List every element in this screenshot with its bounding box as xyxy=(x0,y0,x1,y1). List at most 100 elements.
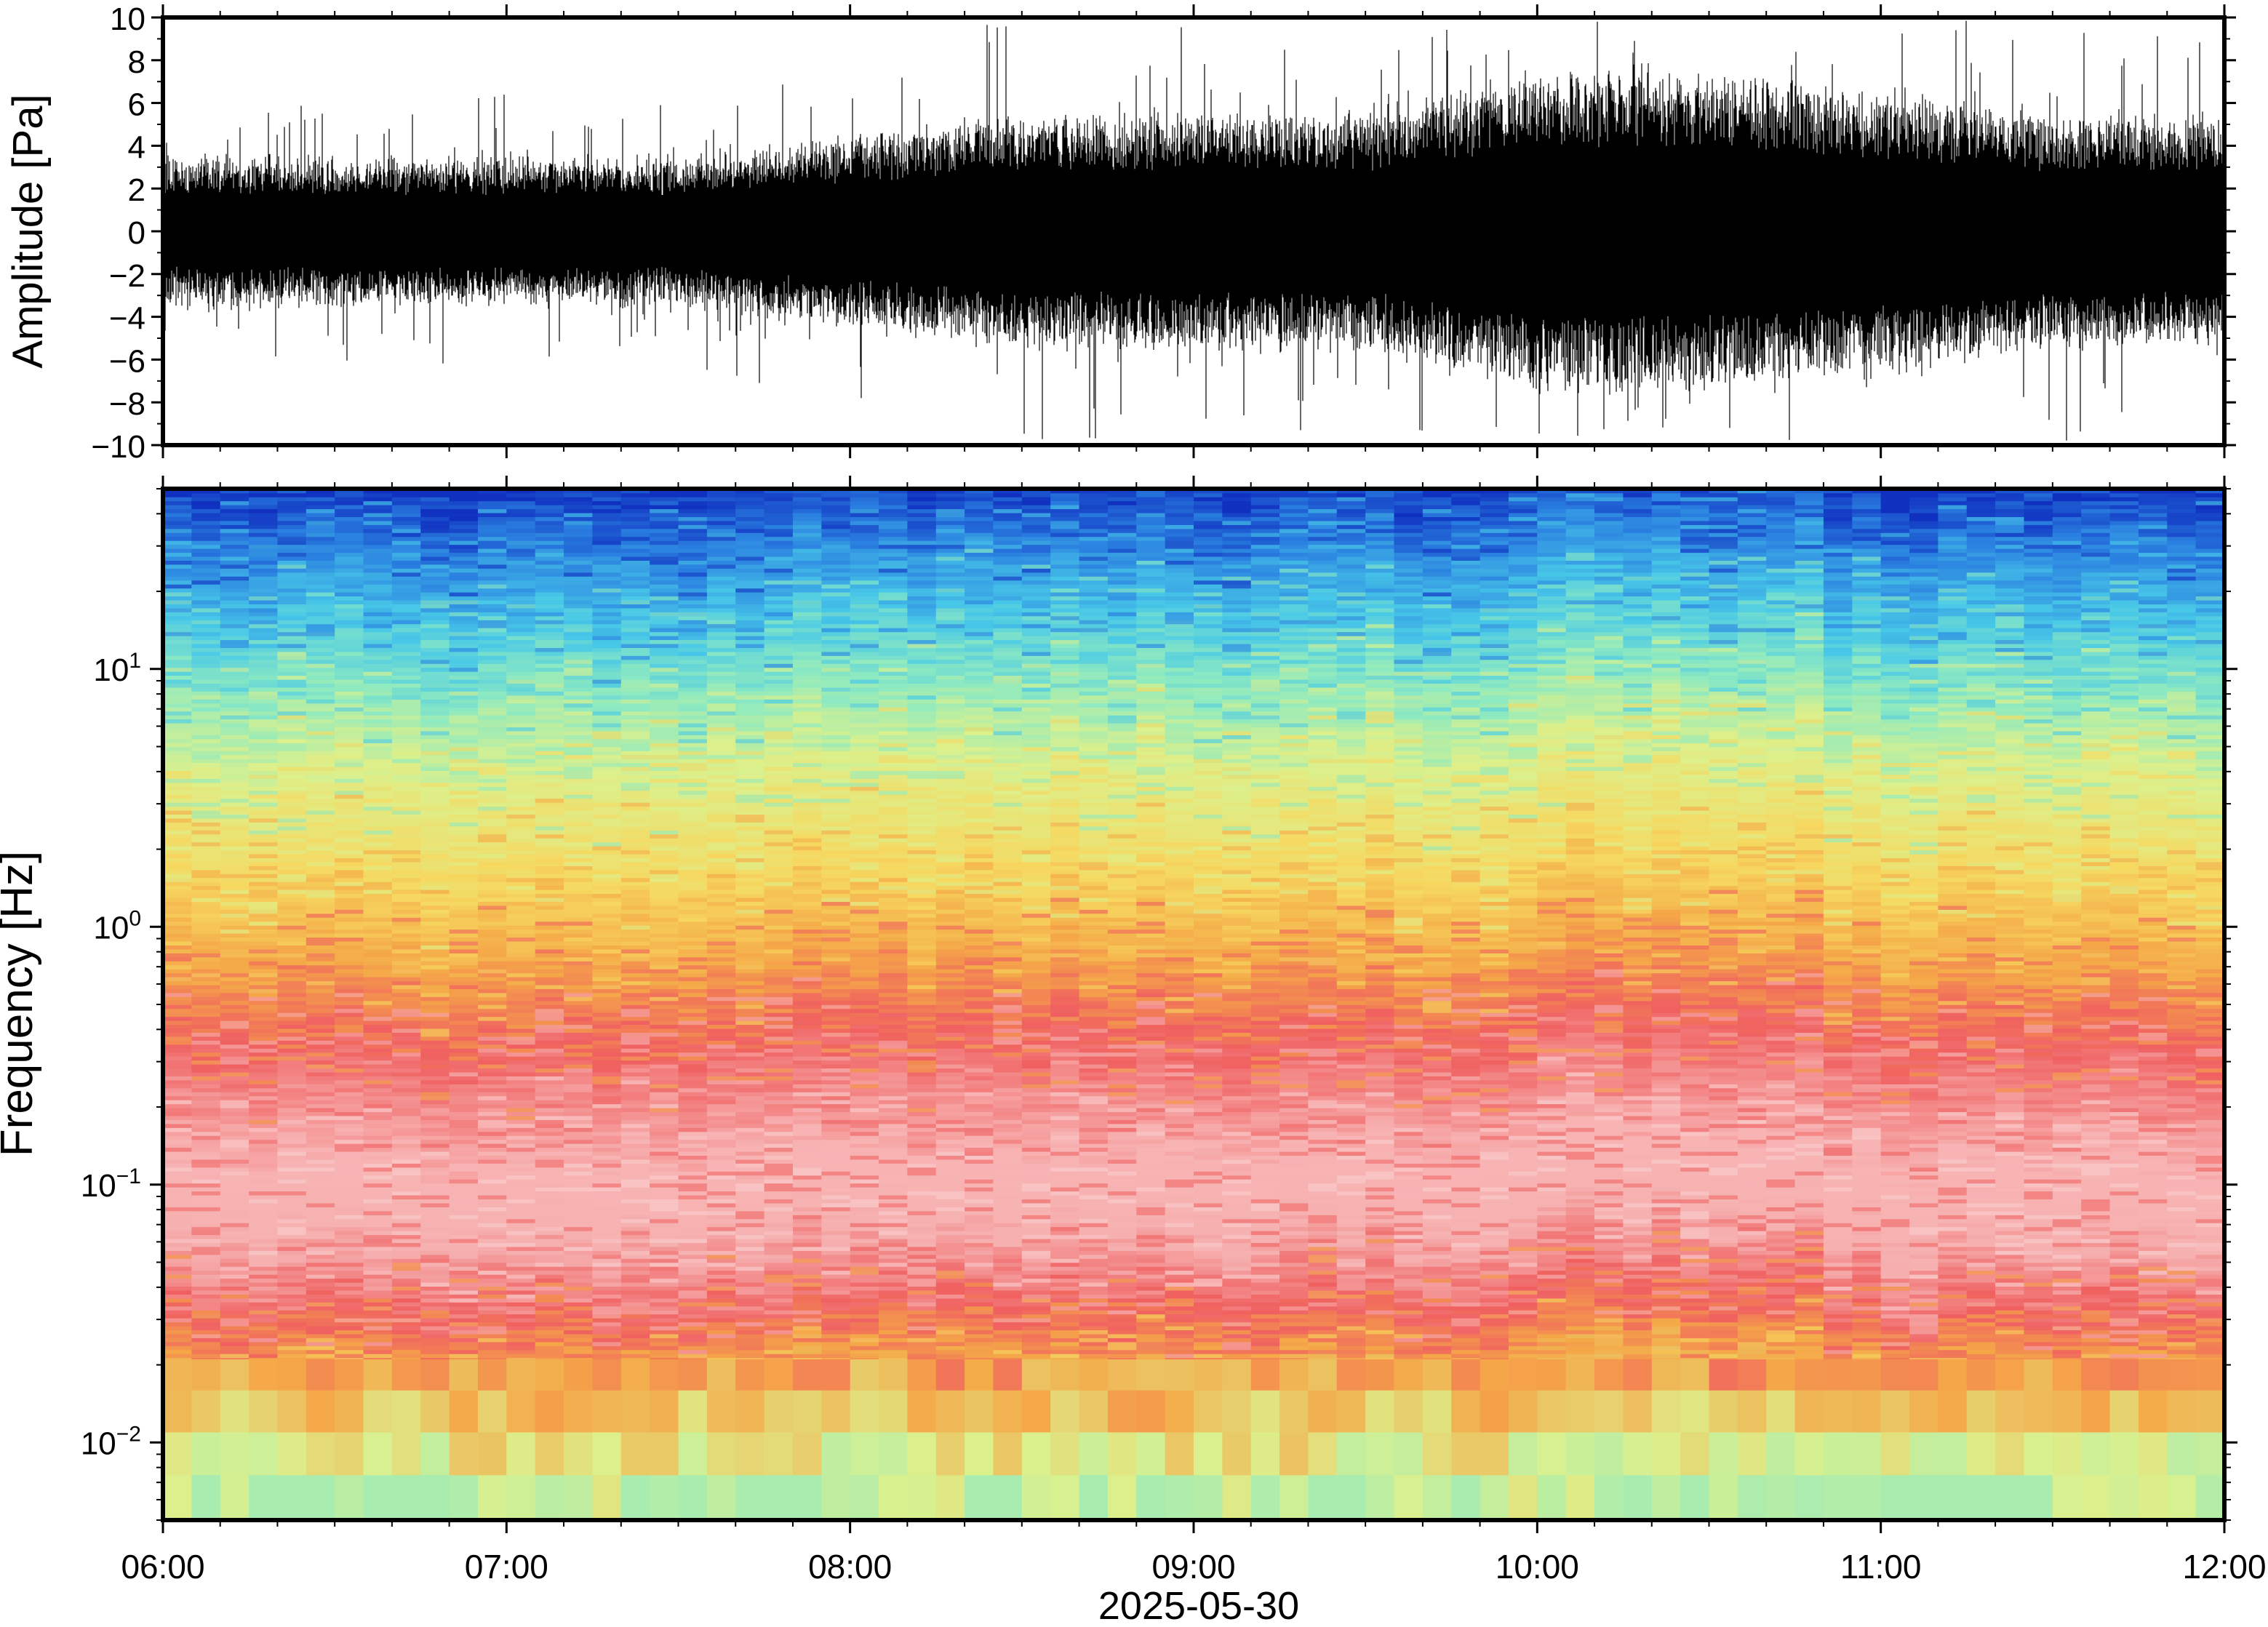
spectrogram-cell xyxy=(420,933,450,938)
spectrogram-cell xyxy=(392,536,421,540)
spectrogram-cell xyxy=(679,1258,708,1263)
spectrogram-cell xyxy=(650,521,679,525)
spectrogram-cell xyxy=(392,870,421,874)
spectrogram-cell xyxy=(535,909,564,914)
spectrogram-cell xyxy=(249,636,278,640)
spectrogram-cell xyxy=(364,957,393,962)
spectrogram-cell xyxy=(220,592,249,596)
spectrogram-cell xyxy=(592,532,621,537)
spectrogram-cell xyxy=(535,1048,564,1052)
spectrogram-cell xyxy=(650,505,679,509)
spectrogram-cell xyxy=(364,854,393,858)
spectrogram-cell xyxy=(592,874,621,878)
spectrogram-cell xyxy=(277,790,306,794)
spectrogram-cell xyxy=(392,1294,421,1298)
spectrogram-cell xyxy=(478,1001,507,1005)
spectrogram-cell xyxy=(679,1215,708,1219)
spectrogram-cell xyxy=(450,1040,479,1044)
spectrogram-cell xyxy=(306,1108,335,1112)
spectrogram-cell xyxy=(364,1048,393,1052)
spectrogram-cell xyxy=(420,516,450,521)
spectrogram-cell xyxy=(679,1147,708,1151)
spectrogram-cell xyxy=(478,1234,507,1239)
spectrogram-cell xyxy=(249,751,278,755)
spectrogram-cell xyxy=(163,1187,192,1191)
spectrogram-cell xyxy=(191,1187,220,1191)
spectrogram-cell xyxy=(679,1282,708,1287)
spectrogram-cell xyxy=(249,802,278,807)
spectrogram-cell xyxy=(220,492,249,497)
spectrogram-cell xyxy=(249,652,278,656)
spectrogram-cell xyxy=(535,1219,564,1223)
spectrogram-cell xyxy=(592,1250,621,1255)
spectrogram-cell xyxy=(420,1286,450,1290)
spectrogram-cell xyxy=(392,882,421,886)
spectrogram-cell xyxy=(163,1266,192,1271)
spectrogram-cell xyxy=(220,588,249,592)
spectrogram-cell xyxy=(564,1044,593,1049)
spectrogram-cell xyxy=(420,1294,450,1298)
spectrogram-cell xyxy=(163,1326,192,1330)
spectrogram-cell xyxy=(277,1234,306,1239)
spectrogram-cell xyxy=(249,1203,278,1207)
spectrogram-cell xyxy=(191,544,220,548)
spectrogram-cell xyxy=(364,683,393,687)
spectrogram-cell xyxy=(277,925,306,930)
spectrogram-cell xyxy=(335,600,364,604)
waveform-y-tick-label: −8 xyxy=(109,386,145,422)
spectrogram-cell xyxy=(220,1072,249,1076)
spectrogram-cell xyxy=(420,850,450,854)
spectrogram-cell xyxy=(592,644,621,648)
spectrogram-cell xyxy=(592,937,621,941)
spectrogram-cell xyxy=(564,1247,593,1251)
spectrogram-cell xyxy=(306,1242,335,1247)
waveform-y-axis-label: Amplitude [Pa] xyxy=(4,94,52,368)
spectrogram-cell xyxy=(621,655,650,660)
spectrogram-cell xyxy=(277,1151,306,1156)
spectrogram-cell xyxy=(277,794,306,799)
spectrogram-cell xyxy=(478,759,507,763)
spectrogram-cell xyxy=(450,1179,479,1183)
spectrogram-cell xyxy=(564,639,593,644)
spectrogram-cell xyxy=(249,1139,278,1143)
spectrogram-cell xyxy=(392,1024,421,1028)
spectrogram-cell xyxy=(220,1028,249,1033)
spectrogram-cell xyxy=(163,508,192,513)
spectrogram-cell xyxy=(592,596,621,600)
spectrogram-cell xyxy=(621,754,650,759)
spectrogram-cell xyxy=(478,1060,507,1064)
spectrogram-cell xyxy=(420,532,450,537)
spectrogram-cell xyxy=(249,731,278,735)
spectrogram-cell xyxy=(364,1179,393,1183)
spectrogram-cell xyxy=(277,1084,306,1088)
spectrogram-cell xyxy=(392,846,421,850)
spectrogram-cell xyxy=(478,1226,507,1231)
spectrogram-cell xyxy=(478,854,507,858)
spectrogram-cell xyxy=(420,568,450,572)
spectrogram-cell xyxy=(535,850,564,854)
spectrogram-cell xyxy=(592,862,621,866)
spectrogram-cell xyxy=(420,762,450,767)
spectrogram-cell xyxy=(306,767,335,771)
spectrogram-cell xyxy=(506,802,535,807)
spectrogram-cell xyxy=(621,492,650,497)
spectrogram-cell xyxy=(220,1294,249,1298)
spectrogram-cell xyxy=(163,592,192,596)
spectrogram-cell xyxy=(191,1255,220,1259)
spectrogram-cell xyxy=(220,691,249,695)
spectrogram-cell xyxy=(564,1191,593,1195)
spectrogram-cell xyxy=(592,1242,621,1247)
spectrogram-cell xyxy=(478,818,507,823)
spectrogram-cell xyxy=(335,727,364,731)
spectrogram-cell xyxy=(679,945,708,949)
spectrogram-cell xyxy=(535,917,564,922)
spectrogram-cell xyxy=(506,588,535,592)
spectrogram-cell xyxy=(364,667,393,671)
spectrogram-cell xyxy=(592,513,621,517)
spectrogram-cell xyxy=(335,1159,364,1164)
spectrogram-cell xyxy=(650,783,679,787)
spectrogram-cell xyxy=(306,604,335,608)
spectrogram-cell xyxy=(249,854,278,858)
spectrogram-cell xyxy=(220,1219,249,1223)
spectrogram-cell xyxy=(450,1175,479,1180)
